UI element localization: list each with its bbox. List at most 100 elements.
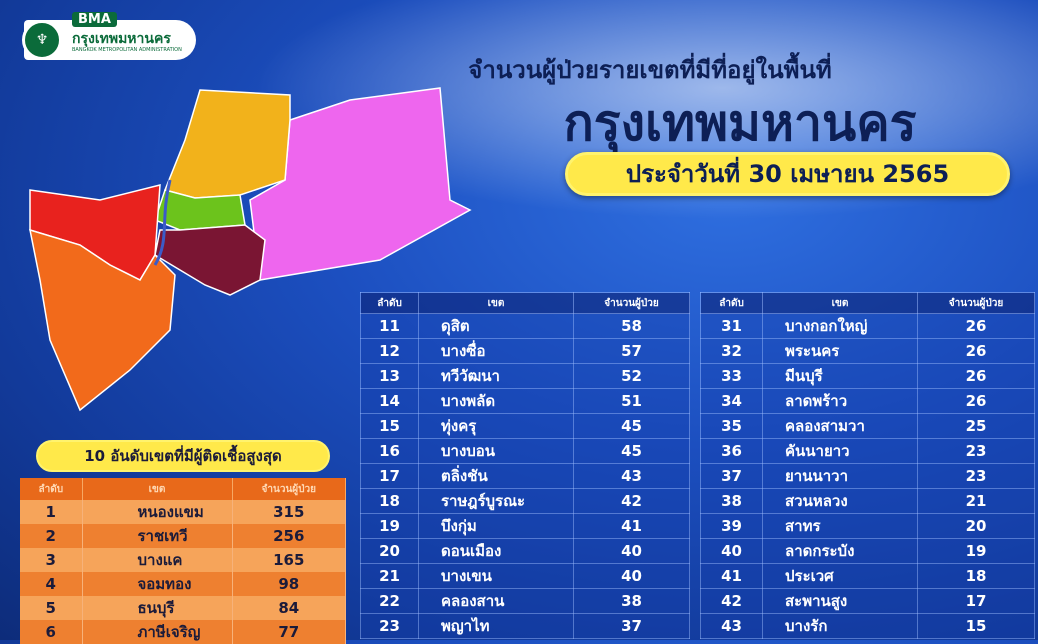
rank-cell: 19 — [360, 513, 419, 539]
district-cell: ตลิ่งชัน — [418, 463, 574, 489]
title-line2: กรุงเทพมหานคร — [563, 94, 917, 152]
table-row: 34 ลาดพร้าว 26 — [700, 388, 1035, 414]
district-cell: ทุ่งครุ — [418, 413, 574, 439]
count-cell: 165 — [232, 548, 346, 572]
col-header-count: จำนวนผู้ป่วย — [232, 478, 346, 500]
district-cell: ประเวศ — [762, 563, 918, 589]
rank-cell: 12 — [360, 338, 419, 364]
rank-cell: 41 — [700, 563, 763, 589]
district-cell: จอมทอง — [82, 572, 233, 596]
col-header-district: เขต — [418, 292, 574, 314]
rank-cell: 22 — [360, 588, 419, 614]
count-cell: 26 — [917, 338, 1035, 364]
rank-cell: 18 — [360, 488, 419, 514]
table-row: 3 บางแค 165 — [20, 548, 346, 572]
ranking-table-31-43: ลำดับ เขต จำนวนผู้ป่วย 31 บางกอกใหญ่ 26 32 พ… — [700, 292, 1035, 639]
col-header-count: จำนวนผู้ป่วย — [573, 292, 690, 314]
col-header-count: จำนวนผู้ป่วย — [917, 292, 1035, 314]
rank-cell: 2 — [20, 524, 83, 548]
col-header-rank: ลำดับ — [360, 292, 419, 314]
count-cell: 21 — [917, 488, 1035, 514]
district-cell: ทวีวัฒนา — [418, 363, 574, 389]
table-row: 22 คลองสาน 38 — [360, 588, 690, 614]
bma-seal-icon: ♆ — [22, 20, 62, 60]
rank-cell: 15 — [360, 413, 419, 439]
top10-title: 10 อันดับเขตที่มีผู้ติดเชื้อสูงสุด — [36, 440, 330, 472]
rank-cell: 6 — [20, 620, 83, 644]
count-cell: 51 — [573, 388, 690, 414]
rank-cell: 21 — [360, 563, 419, 589]
rank-cell: 11 — [360, 313, 419, 339]
bangkok-district-map — [29, 87, 472, 412]
ranking-table-11-23: ลำดับ เขต จำนวนผู้ป่วย 11 ดุสิต 58 12 บางซื่… — [360, 292, 690, 639]
count-cell: 26 — [917, 363, 1035, 389]
count-cell: 58 — [573, 313, 690, 339]
top10-table: ลำดับ เขต จำนวนผู้ป่วย 1 หนองแขม 315 2 ราชเท… — [20, 478, 346, 644]
count-cell: 41 — [573, 513, 690, 539]
table-row: 19 บึงกุ่ม 41 — [360, 513, 690, 539]
rank-cell: 14 — [360, 388, 419, 414]
count-cell: 23 — [917, 438, 1035, 464]
table-row: 13 ทวีวัฒนา 52 — [360, 363, 690, 389]
map-region-yellow — [163, 89, 291, 199]
title-line1: จำนวนผู้ป่วยรายเขตที่มีที่อยู่ในพื้นที่ — [468, 56, 832, 84]
district-cell: ภาษีเจริญ — [82, 620, 233, 644]
rank-cell: 37 — [700, 463, 763, 489]
count-cell: 18 — [917, 563, 1035, 589]
table-row: 17 ตลิ่งชัน 43 — [360, 463, 690, 489]
bma-logo: ♆ BMA กรุงเทพมหานคร BANGKOK METROPOLITAN… — [22, 12, 196, 60]
district-cell: ดอนเมือง — [418, 538, 574, 564]
district-cell: สาทร — [762, 513, 918, 539]
district-cell: คลองสามวา — [762, 413, 918, 439]
count-cell: 45 — [573, 438, 690, 464]
table-row: 1 หนองแขม 315 — [20, 500, 346, 524]
table-row: 15 ทุ่งครุ 45 — [360, 413, 690, 439]
rank-cell: 42 — [700, 588, 763, 614]
table-row: 42 สะพานสูง 17 — [700, 588, 1035, 614]
count-cell: 52 — [573, 363, 690, 389]
count-cell: 37 — [573, 613, 690, 639]
district-cell: ลาดพร้าว — [762, 388, 918, 414]
table-row: 12 บางซื่อ 57 — [360, 338, 690, 364]
rank-cell: 35 — [700, 413, 763, 439]
rank-cell: 13 — [360, 363, 419, 389]
count-cell: 20 — [917, 513, 1035, 539]
table-row: 5 ธนบุรี 84 — [20, 596, 346, 620]
table-row: 2 ราชเทวี 256 — [20, 524, 346, 548]
count-cell: 84 — [232, 596, 346, 620]
table-row: 37 ยานนาวา 23 — [700, 463, 1035, 489]
map-region-magenta — [249, 87, 472, 281]
district-cell: พระนคร — [762, 338, 918, 364]
count-cell: 40 — [573, 538, 690, 564]
rank-cell: 3 — [20, 548, 83, 572]
district-cell: ลาดกระบัง — [762, 538, 918, 564]
rank-cell: 20 — [360, 538, 419, 564]
district-cell: บางแค — [82, 548, 233, 572]
district-cell: บางกอกใหญ่ — [762, 313, 918, 339]
rank-cell: 36 — [700, 438, 763, 464]
table-row: 40 ลาดกระบัง 19 — [700, 538, 1035, 564]
district-cell: มีนบุรี — [762, 363, 918, 389]
table-row: 6 ภาษีเจริญ 77 — [20, 620, 346, 644]
count-cell: 23 — [917, 463, 1035, 489]
col-header-rank: ลำดับ — [20, 478, 83, 500]
district-cell: ยานนาวา — [762, 463, 918, 489]
table-row: 41 ประเวศ 18 — [700, 563, 1035, 589]
rank-cell: 17 — [360, 463, 419, 489]
table-row: 18 ราษฎร์บูรณะ 42 — [360, 488, 690, 514]
rank-cell: 1 — [20, 500, 83, 524]
district-cell: สะพานสูง — [762, 588, 918, 614]
table-row: 35 คลองสามวา 25 — [700, 413, 1035, 439]
district-cell: สวนหลวง — [762, 488, 918, 514]
rank-cell: 5 — [20, 596, 83, 620]
district-cell: หนองแขม — [82, 500, 233, 524]
count-cell: 17 — [917, 588, 1035, 614]
table-row: 31 บางกอกใหญ่ 26 — [700, 313, 1035, 339]
district-cell: บางบอน — [418, 438, 574, 464]
count-cell: 42 — [573, 488, 690, 514]
rank-cell: 16 — [360, 438, 419, 464]
table-row: 32 พระนคร 26 — [700, 338, 1035, 364]
district-cell: คลองสาน — [418, 588, 574, 614]
table-row: 21 บางเขน 40 — [360, 563, 690, 589]
col-header-rank: ลำดับ — [700, 292, 763, 314]
